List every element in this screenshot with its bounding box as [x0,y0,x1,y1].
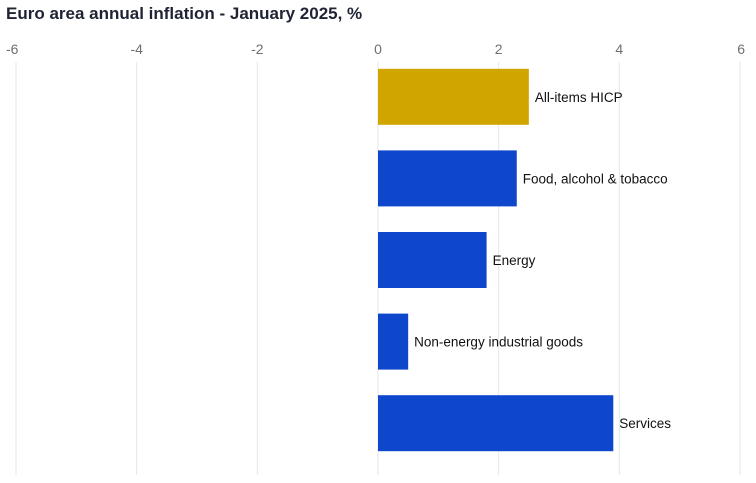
bars [378,68,614,452]
bar-category-label: Food, alcohol & tobacco [523,171,668,186]
bar[interactable] [378,150,517,207]
x-tick-label: 6 [737,41,745,57]
bar[interactable] [378,395,614,452]
x-tick-label: -6 [6,41,19,57]
bar-category-label: Energy [493,253,536,268]
bar-category-label: Non-energy industrial goods [414,335,583,350]
bar[interactable] [378,68,529,125]
chart-title: Euro area annual inflation - January 202… [6,4,363,23]
x-tick-label: -4 [130,41,143,57]
bar-labels: All-items HICP Food, alcohol & tobacco Ene… [414,90,671,431]
bar[interactable] [378,313,409,370]
bar-category-label: Services [619,416,671,431]
bar-category-label: All-items HICP [535,90,623,105]
x-tick-label: 2 [495,41,503,57]
x-tick-label: 0 [374,41,382,57]
x-tick-label: -2 [251,41,264,57]
x-tick-label: 4 [615,41,623,57]
x-axis-ticks: -6 -4 -2 0 2 4 6 [6,41,745,57]
bar[interactable] [378,232,487,288]
